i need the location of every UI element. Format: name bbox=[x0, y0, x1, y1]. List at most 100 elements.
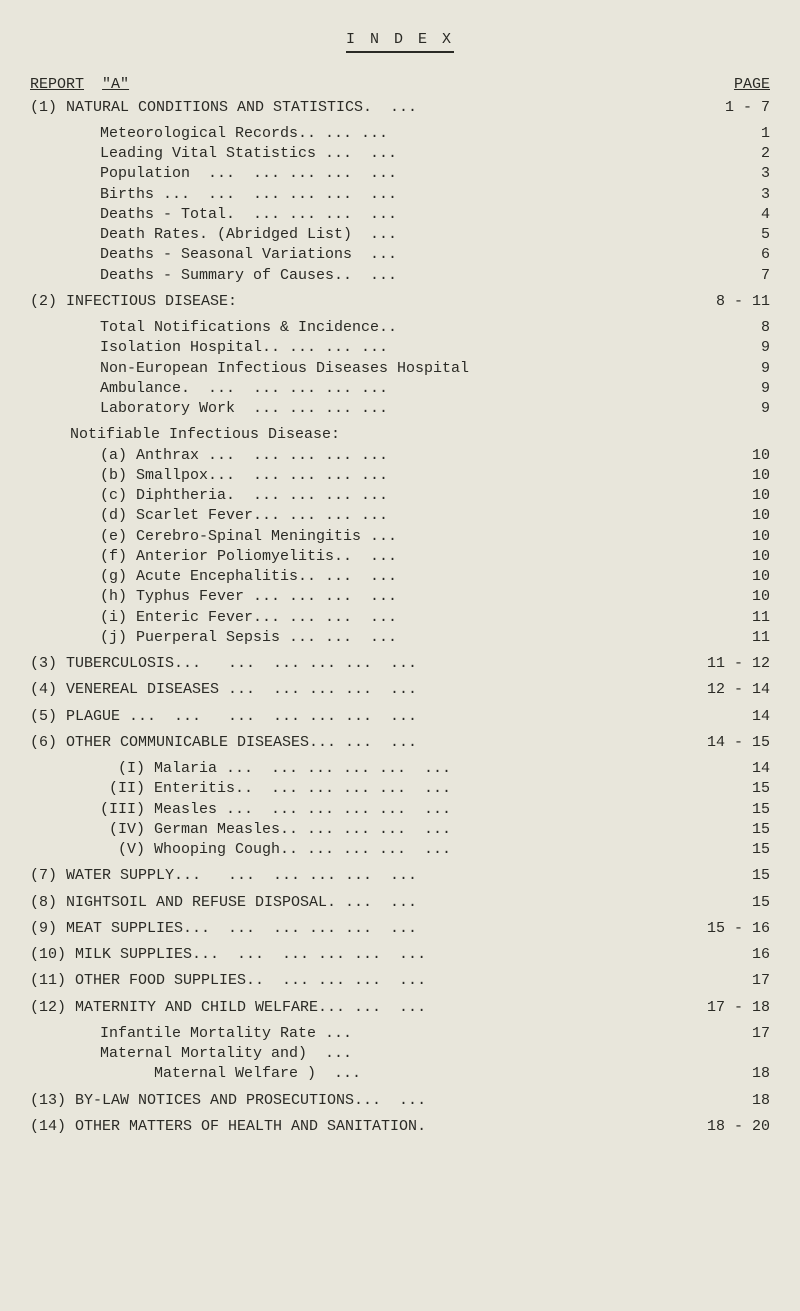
index-row-page: 10 bbox=[680, 567, 770, 587]
index-row: (IV) German Measles.. ... ... ... ...15 bbox=[30, 820, 770, 840]
index-row: (c) Diphtheria. ... ... ... ...10 bbox=[30, 486, 770, 506]
index-row: Deaths - Summary of Causes.. ... 7 bbox=[30, 266, 770, 286]
index-row-text: Total Notifications & Incidence.. bbox=[30, 318, 397, 338]
index-row-page: 11 - 12 bbox=[680, 654, 770, 674]
index-row: Deaths - Seasonal Variations ... 6 bbox=[30, 245, 770, 265]
index-row-page: 10 bbox=[680, 527, 770, 547]
index-row-page: 17 - 18 bbox=[680, 998, 770, 1018]
index-row-page: 15 bbox=[680, 893, 770, 913]
index-row-text: (g) Acute Encephalitis.. ... ... bbox=[30, 567, 397, 587]
index-row-page: 15 - 16 bbox=[680, 919, 770, 939]
index-row: (II) Enteritis.. ... ... ... ... ...15 bbox=[30, 779, 770, 799]
index-row-page: 10 bbox=[680, 547, 770, 567]
index-row-page: 7 bbox=[680, 266, 770, 286]
index-row: Maternal Mortality and) ... bbox=[30, 1044, 770, 1064]
index-row: (9) MEAT SUPPLIES... ... ... ... ... ...… bbox=[30, 919, 770, 939]
index-row-page: 14 bbox=[680, 707, 770, 727]
index-row: (f) Anterior Poliomyelitis.. ... 10 bbox=[30, 547, 770, 567]
index-row-text: Deaths - Total. ... ... ... ... bbox=[30, 205, 397, 225]
index-row-text: (i) Enteric Fever... ... ... ... bbox=[30, 608, 397, 628]
index-row: (5) PLAGUE ... ... ... ... ... ... ... 14 bbox=[30, 707, 770, 727]
index-row: (g) Acute Encephalitis.. ... ... 10 bbox=[30, 567, 770, 587]
index-row-page: 2 bbox=[680, 144, 770, 164]
index-row: (7) WATER SUPPLY... ... ... ... ... ... 1… bbox=[30, 866, 770, 886]
index-row-page: 18 bbox=[680, 1064, 770, 1084]
index-row-text: (12) MATERNITY AND CHILD WELFARE... ... … bbox=[30, 998, 426, 1018]
index-row-page: 16 bbox=[680, 945, 770, 965]
index-row-text: (5) PLAGUE ... ... ... ... ... ... ... bbox=[30, 707, 417, 727]
index-row-page: 10 bbox=[680, 506, 770, 526]
index-row-page: 11 bbox=[680, 608, 770, 628]
index-row-text: (8) NIGHTSOIL AND REFUSE DISPOSAL. ... .… bbox=[30, 893, 417, 913]
index-row-page: 9 bbox=[680, 379, 770, 399]
index-row: (I) Malaria ... ... ... ... ... ...14 bbox=[30, 759, 770, 779]
index-row-text: (7) WATER SUPPLY... ... ... ... ... ... bbox=[30, 866, 417, 886]
index-row: Population ... ... ... ... ...3 bbox=[30, 164, 770, 184]
index-row-page: 17 bbox=[680, 1024, 770, 1044]
index-row-page: 1 - 7 bbox=[680, 98, 770, 118]
index-row-page: 14 - 15 bbox=[680, 733, 770, 753]
index-row: (h) Typhus Fever ... ... ... ...10 bbox=[30, 587, 770, 607]
index-row-text: Non-European Infectious Diseases Hospita… bbox=[30, 359, 469, 379]
index-row-text: (e) Cerebro-Spinal Meningitis ... bbox=[30, 527, 397, 547]
index-row: (8) NIGHTSOIL AND REFUSE DISPOSAL. ... .… bbox=[30, 893, 770, 913]
index-row-text: (6) OTHER COMMUNICABLE DISEASES... ... .… bbox=[30, 733, 417, 753]
index-row-page: 15 bbox=[680, 866, 770, 886]
index-row: Births ... ... ... ... ... ... 3 bbox=[30, 185, 770, 205]
index-row-text: (II) Enteritis.. ... ... ... ... ... bbox=[30, 779, 451, 799]
index-row-text: (d) Scarlet Fever... ... ... ... bbox=[30, 506, 388, 526]
page-column-label: PAGE bbox=[680, 75, 770, 95]
index-row: Meteorological Records.. ... ... 1 bbox=[30, 124, 770, 144]
index-row-text: (9) MEAT SUPPLIES... ... ... ... ... ... bbox=[30, 919, 417, 939]
index-row: (e) Cerebro-Spinal Meningitis ... 10 bbox=[30, 527, 770, 547]
report-header-row: REPORT "A" PAGE bbox=[30, 75, 770, 95]
index-row-page: 8 - 11 bbox=[680, 292, 770, 312]
index-row-page: 3 bbox=[680, 185, 770, 205]
index-page: I N D E X REPORT "A" PAGE (1) NATURAL CO… bbox=[30, 30, 770, 1143]
index-row-text: (2) INFECTIOUS DISEASE: bbox=[30, 292, 237, 312]
index-row-text: Laboratory Work ... ... ... ... bbox=[30, 399, 388, 419]
index-row-text: Births ... ... ... ... ... ... bbox=[30, 185, 397, 205]
index-row: Total Notifications & Incidence.. 8 bbox=[30, 318, 770, 338]
index-row-text: (10) MILK SUPPLIES... ... ... ... ... ..… bbox=[30, 945, 426, 965]
index-row: (a) Anthrax ... ... ... ... ...10 bbox=[30, 446, 770, 466]
index-row: (11) OTHER FOOD SUPPLIES.. ... ... ... .… bbox=[30, 971, 770, 991]
index-row-text: Deaths - Seasonal Variations ... bbox=[30, 245, 397, 265]
index-row: (V) Whooping Cough.. ... ... ... ...15 bbox=[30, 840, 770, 860]
index-row-page: 17 bbox=[680, 971, 770, 991]
index-row: (i) Enteric Fever... ... ... ... 11 bbox=[30, 608, 770, 628]
index-sections: (1) NATURAL CONDITIONS AND STATISTICS. .… bbox=[30, 98, 770, 1144]
index-row-text: (11) OTHER FOOD SUPPLIES.. ... ... ... .… bbox=[30, 971, 426, 991]
index-row-text: (3) TUBERCULOSIS... ... ... ... ... ... bbox=[30, 654, 417, 674]
index-row: (14) OTHER MATTERS OF HEALTH AND SANITAT… bbox=[30, 1117, 770, 1137]
index-row-page: 9 bbox=[680, 399, 770, 419]
index-row-page: 11 bbox=[680, 628, 770, 648]
index-row-text: Meteorological Records.. ... ... bbox=[30, 124, 388, 144]
index-row-text: (f) Anterior Poliomyelitis.. ... bbox=[30, 547, 397, 567]
index-row-text: (V) Whooping Cough.. ... ... ... ... bbox=[30, 840, 451, 860]
index-row-page: 1 bbox=[680, 124, 770, 144]
index-row-page: 6 bbox=[680, 245, 770, 265]
index-subhead: Notifiable Infectious Disease: bbox=[30, 425, 770, 445]
index-row: (d) Scarlet Fever... ... ... ... 10 bbox=[30, 506, 770, 526]
index-row: Leading Vital Statistics ... ...2 bbox=[30, 144, 770, 164]
index-row: Non-European Infectious Diseases Hospita… bbox=[30, 359, 770, 379]
index-row-text: Deaths - Summary of Causes.. ... bbox=[30, 266, 397, 286]
index-row: (6) OTHER COMMUNICABLE DISEASES... ... .… bbox=[30, 733, 770, 753]
title-text: I N D E X bbox=[346, 30, 454, 53]
index-row-page: 15 bbox=[680, 820, 770, 840]
index-row-text: (1) NATURAL CONDITIONS AND STATISTICS. .… bbox=[30, 98, 417, 118]
index-row-text: (j) Puerperal Sepsis ... ... ... bbox=[30, 628, 397, 648]
index-row: Laboratory Work ... ... ... ... 9 bbox=[30, 399, 770, 419]
index-row: (12) MATERNITY AND CHILD WELFARE... ... … bbox=[30, 998, 770, 1018]
index-row: Deaths - Total. ... ... ... ...4 bbox=[30, 205, 770, 225]
index-row: (4) VENEREAL DISEASES ... ... ... ... ..… bbox=[30, 680, 770, 700]
index-row-page: 18 - 20 bbox=[680, 1117, 770, 1137]
index-row: Death Rates. (Abridged List) ...5 bbox=[30, 225, 770, 245]
index-row-page: 10 bbox=[680, 466, 770, 486]
document-title: I N D E X bbox=[30, 30, 770, 53]
index-row-page: 8 bbox=[680, 318, 770, 338]
index-row-text: (4) VENEREAL DISEASES ... ... ... ... ..… bbox=[30, 680, 417, 700]
index-row: (III) Measles ... ... ... ... ... ...15 bbox=[30, 800, 770, 820]
index-row-text: Death Rates. (Abridged List) ... bbox=[30, 225, 397, 245]
